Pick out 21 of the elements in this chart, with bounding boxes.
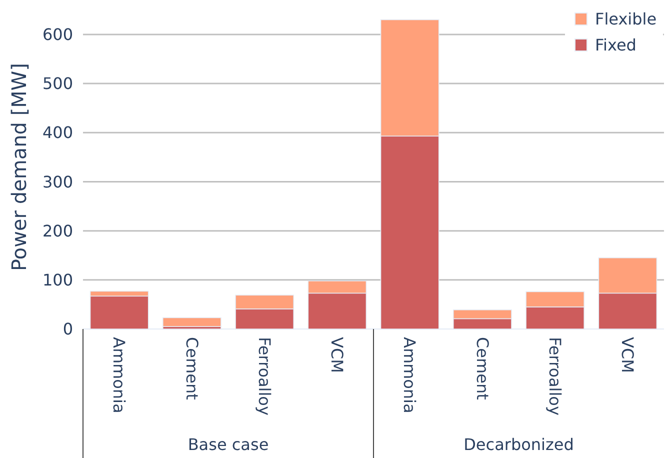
x-tick-label: VCM — [328, 337, 347, 373]
x-tick-label: Cement — [472, 337, 492, 400]
x-tick-label: Ferroalloy — [545, 337, 564, 416]
legend-label: Flexible — [595, 10, 657, 29]
y-tick-label: 0 — [62, 320, 73, 339]
bar — [162, 317, 222, 327]
x-tick-label: Ammonia — [400, 337, 420, 414]
legend-label: Fixed — [595, 36, 636, 55]
y-tick-label: 600 — [42, 25, 73, 44]
x-tick-label: Cement — [182, 337, 202, 400]
y-tick-label: 300 — [42, 172, 73, 192]
text: Base case — [188, 435, 269, 454]
y-tick-label: 400 — [42, 123, 73, 142]
y-tick-label: 100 — [42, 270, 73, 290]
x-tick-label: VCM — [618, 337, 638, 373]
text: Decarbonized — [464, 435, 574, 454]
y-tick-label: 200 — [42, 221, 73, 240]
x-tick-label: Ammonia — [110, 337, 129, 414]
x-tick-label: Ferroalloy — [254, 337, 274, 416]
y-tick-label: 500 — [42, 74, 73, 94]
y-axis-title: Power demand [MW] — [7, 63, 31, 271]
